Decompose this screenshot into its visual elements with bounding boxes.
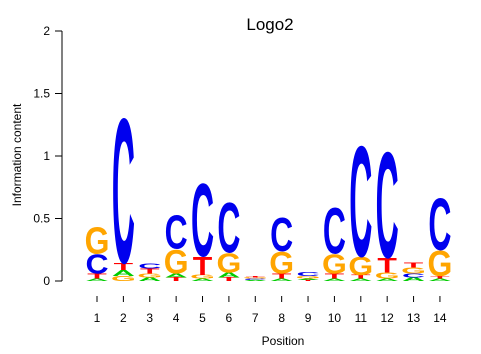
logo-letter-c: C	[270, 207, 293, 261]
x-tick-label: 10	[328, 311, 342, 325]
logo-letter-g: G	[348, 252, 373, 281]
x-tick-label: 9	[305, 311, 312, 325]
x-tick-label: 5	[199, 311, 206, 325]
x-tick-label: 3	[146, 311, 153, 325]
logo-letter-t: T	[325, 272, 345, 280]
logo-letter-g: G	[296, 275, 321, 279]
logo-letter-g: G	[190, 274, 215, 280]
x-tick-label: 12	[381, 311, 395, 325]
logo-letter-t: T	[351, 274, 371, 280]
logo-letter-c: C	[402, 272, 425, 278]
logo-letter-t: T	[298, 279, 318, 281]
logo-letter-t: T	[193, 252, 213, 281]
logo-letter-a: A	[349, 278, 372, 282]
logo-letter-t: T	[219, 276, 239, 282]
x-tick-label: 6	[226, 311, 233, 325]
logo-letter-c: C	[323, 194, 346, 268]
x-tick-label: 7	[252, 311, 259, 325]
logo-letter-a: A	[138, 276, 161, 282]
x-tick-label: 2	[120, 311, 127, 325]
logo-letter-a: A	[323, 278, 346, 282]
y-axis: 0 0.5 1 1.5 2	[33, 24, 63, 288]
logo-letter-a: A	[244, 279, 267, 281]
y-axis-label: Information content	[10, 103, 24, 206]
logo-letter-g: G	[164, 243, 189, 282]
x-tick-label: 4	[173, 311, 180, 325]
logo-letter-t: T	[377, 254, 397, 277]
x-tick-label: 1	[94, 311, 101, 325]
x-tick-label: 8	[278, 311, 285, 325]
logo-letter-c: C	[428, 183, 451, 266]
logo-letter-a: A	[402, 276, 425, 282]
logo-letter-a: A	[376, 278, 399, 282]
logo-letter-g: G	[322, 249, 347, 280]
logo-letter-g: G	[401, 266, 426, 276]
logo-letter-t: T	[140, 267, 160, 275]
chart-title: Logo2	[246, 15, 293, 34]
logo-letter-c: C	[191, 163, 214, 279]
logo-letter-a: A	[270, 278, 293, 282]
logo-letter-g: G	[269, 245, 294, 281]
logo-letter-g: G	[428, 244, 453, 284]
y-tick-label: 0	[43, 274, 50, 288]
logo-letter-g: G	[137, 272, 162, 278]
y-tick-label: 2	[43, 24, 50, 38]
logo-letter-t: T	[272, 272, 292, 280]
x-tick-label: 14	[433, 311, 447, 325]
logo-letter-t: T	[246, 276, 266, 278]
logo-letter-t: T	[87, 272, 107, 280]
y-tick-label: 1	[43, 149, 50, 163]
logo-letter-a: A	[85, 278, 108, 282]
logo-letter-c: C	[85, 249, 108, 280]
x-axis-label: Position	[262, 334, 305, 348]
logo-letter-t: T	[114, 261, 134, 273]
logo-letter-c: C	[217, 188, 240, 268]
logo-letter-g: G	[111, 275, 136, 283]
logo-letter-a: A	[428, 278, 451, 282]
logo-letter-a: A	[191, 278, 214, 282]
logo-letter-t: T	[166, 276, 186, 282]
x-tick-label: 11	[355, 311, 368, 325]
logo-letter-a: A	[112, 268, 135, 278]
logo-letter-g: G	[243, 277, 268, 279]
logo-letter-c: C	[112, 76, 135, 307]
logo-letter-t: T	[430, 275, 450, 279]
logo-letter-c: C	[297, 271, 320, 277]
logo-letter-g: G	[216, 248, 241, 279]
logo-letter-g: G	[375, 271, 400, 281]
logo-letter-c: C	[165, 205, 188, 259]
x-axis: 1 2 3 4 5 6 7 8 9 10 11 12 13 14	[94, 296, 447, 325]
logo-letter-c: C	[138, 262, 161, 270]
y-tick-label: 1.5	[33, 87, 50, 101]
logo-letter-c: C	[244, 278, 267, 280]
y-tick-label: 0.5	[33, 212, 50, 226]
logo-letter-c: C	[349, 115, 372, 291]
logo-letter-t: T	[404, 261, 424, 269]
logo-letter-a: A	[165, 272, 188, 278]
logo-letter-a: A	[217, 271, 240, 279]
logo-letter-g: G	[85, 220, 110, 262]
logo-letter-a: A	[297, 278, 320, 280]
logo-letter-c: C	[376, 122, 399, 291]
x-tick-label: 13	[407, 311, 421, 325]
